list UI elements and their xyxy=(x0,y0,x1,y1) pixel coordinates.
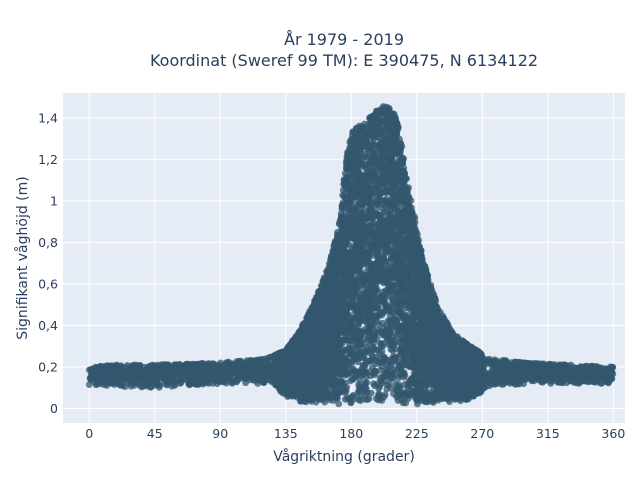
chart-title-line-2: Koordinat (Sweref 99 TM): E 390475, N 61… xyxy=(150,51,538,70)
chart-title-line-1: År 1979 - 2019 xyxy=(284,30,404,49)
